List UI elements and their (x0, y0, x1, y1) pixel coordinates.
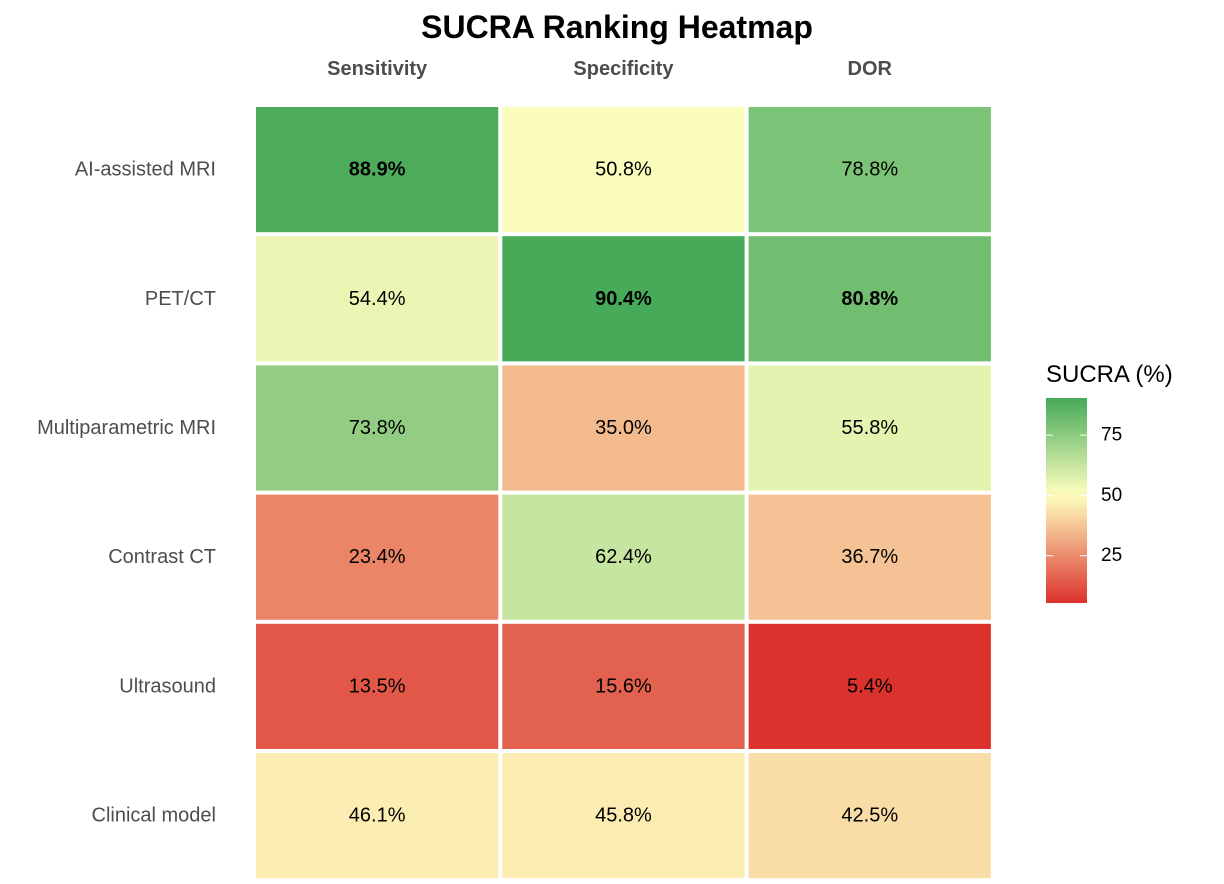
cell-value-label: 73.8% (349, 417, 406, 439)
cell-value-label: 46.1% (349, 805, 406, 827)
chart-title: SUCRA Ranking Heatmap (421, 9, 813, 45)
legend-tick-label: 75 (1101, 425, 1122, 446)
row-label-contrast-ct: Contrast CT (108, 546, 216, 568)
column-headers: Sensitivity Specificity DOR (327, 58, 892, 80)
legend-tick-label: 50 (1101, 485, 1122, 506)
cell-value-label: 62.4% (595, 546, 652, 568)
cell-value-label: 36.7% (841, 546, 898, 568)
cell-value-label: 45.8% (595, 805, 652, 827)
row-label-ai-assisted-mri: AI-assisted MRI (75, 159, 216, 181)
heatmap-cell (256, 753, 499, 879)
heatmap-cell (502, 753, 745, 879)
legend-ticks: 25 50 75 (1046, 425, 1122, 566)
row-labels: AI-assisted MRI PET/CT Multiparametric MRI… (37, 159, 216, 827)
column-header-specificity: Specificity (573, 58, 674, 80)
cell-value-label: 5.4% (847, 675, 893, 697)
cell-value-label: 88.9% (349, 159, 406, 181)
cell-value-label: 35.0% (595, 417, 652, 439)
heatmap-cell (502, 365, 745, 491)
column-header-dor: DOR (848, 58, 893, 80)
heatmap-cells: 88.9% 50.8% 78.8% 54.4% 90.4% 80.8% 73.8% 35.0%… (256, 107, 991, 879)
heatmap-cell (748, 365, 991, 491)
cell-value-label: 90.4% (595, 288, 652, 310)
heatmap-cell (748, 494, 991, 620)
row-label-pet-ct: PET/CT (145, 288, 216, 310)
heatmap-cell (502, 494, 745, 620)
heatmap-cell (256, 107, 499, 233)
heatmap-cell (256, 365, 499, 491)
legend-color-bar (1046, 398, 1087, 603)
heatmap-cell (256, 236, 499, 362)
cell-value-label: 55.8% (841, 417, 898, 439)
cell-value-label: 15.6% (595, 675, 652, 697)
color-legend: SUCRA (%) 25 50 75 (1046, 361, 1173, 603)
cell-value-label: 23.4% (349, 546, 406, 568)
heatmap-cell (748, 107, 991, 233)
legend-tick-label: 25 (1101, 545, 1122, 566)
row-label-multiparametric-mri: Multiparametric MRI (37, 417, 216, 439)
row-label-clinical-model: Clinical model (92, 805, 217, 827)
cell-value-label: 80.8% (841, 288, 898, 310)
row-label-ultrasound: Ultrasound (119, 675, 216, 697)
heatmap-cell (748, 623, 991, 749)
cell-value-label: 13.5% (349, 675, 406, 697)
column-header-sensitivity: Sensitivity (327, 58, 428, 80)
heatmap-cell (256, 623, 499, 749)
cell-value-label: 54.4% (349, 288, 406, 310)
heatmap-cell (256, 494, 499, 620)
cell-value-label: 42.5% (841, 805, 898, 827)
heatmap-cell (502, 236, 745, 362)
heatmap-cell (502, 623, 745, 749)
heatmap-cell (748, 236, 991, 362)
heatmap-cell (748, 753, 991, 879)
legend-title: SUCRA (%) (1046, 361, 1173, 388)
heatmap-cell (502, 107, 745, 233)
cell-value-label: 50.8% (595, 159, 652, 181)
cell-value-label: 78.8% (841, 159, 898, 181)
